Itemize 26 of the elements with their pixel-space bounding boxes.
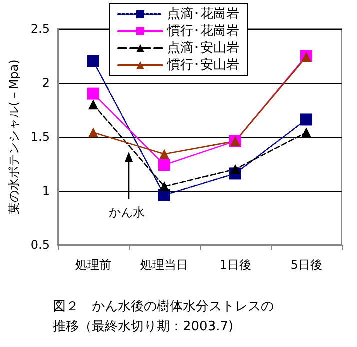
point bbox=[158, 159, 170, 172]
point bbox=[88, 88, 100, 100]
y-tick-label: 0.5 bbox=[30, 238, 50, 252]
point bbox=[302, 128, 312, 138]
x-tick-label: 5日後 bbox=[290, 258, 322, 272]
point bbox=[88, 55, 100, 68]
point bbox=[160, 149, 170, 160]
annotation: かん水 bbox=[109, 206, 145, 220]
legend-label: 慣行･安山岩 bbox=[166, 57, 240, 73]
point bbox=[300, 114, 312, 126]
x-tick-label: 処理当日 bbox=[140, 258, 188, 272]
legend-label: 点滴･花崗岩 bbox=[168, 7, 240, 22]
y-tick-label: 1 bbox=[42, 184, 50, 198]
y-tick-label: 2.5 bbox=[30, 22, 50, 36]
y-tick-label: 1.5 bbox=[30, 130, 50, 144]
y-axis-title: 葉の水ポテンシャル(－Mpa) bbox=[7, 60, 21, 214]
y-tick-label: 2 bbox=[42, 76, 50, 90]
point bbox=[230, 164, 240, 174]
point bbox=[88, 100, 98, 110]
legend-label: 慣行･花崗岩 bbox=[166, 24, 240, 39]
text: 図２ かん水後の樹体水分ストレスの推移（最終水切り期：2003.7) bbox=[53, 300, 274, 334]
x-tick-label: 1日後 bbox=[220, 258, 252, 272]
legend-label: 点滴･安山岩 bbox=[168, 40, 240, 56]
point bbox=[160, 182, 170, 192]
point bbox=[88, 128, 98, 138]
x-tick-label: 処理前 bbox=[76, 258, 112, 272]
